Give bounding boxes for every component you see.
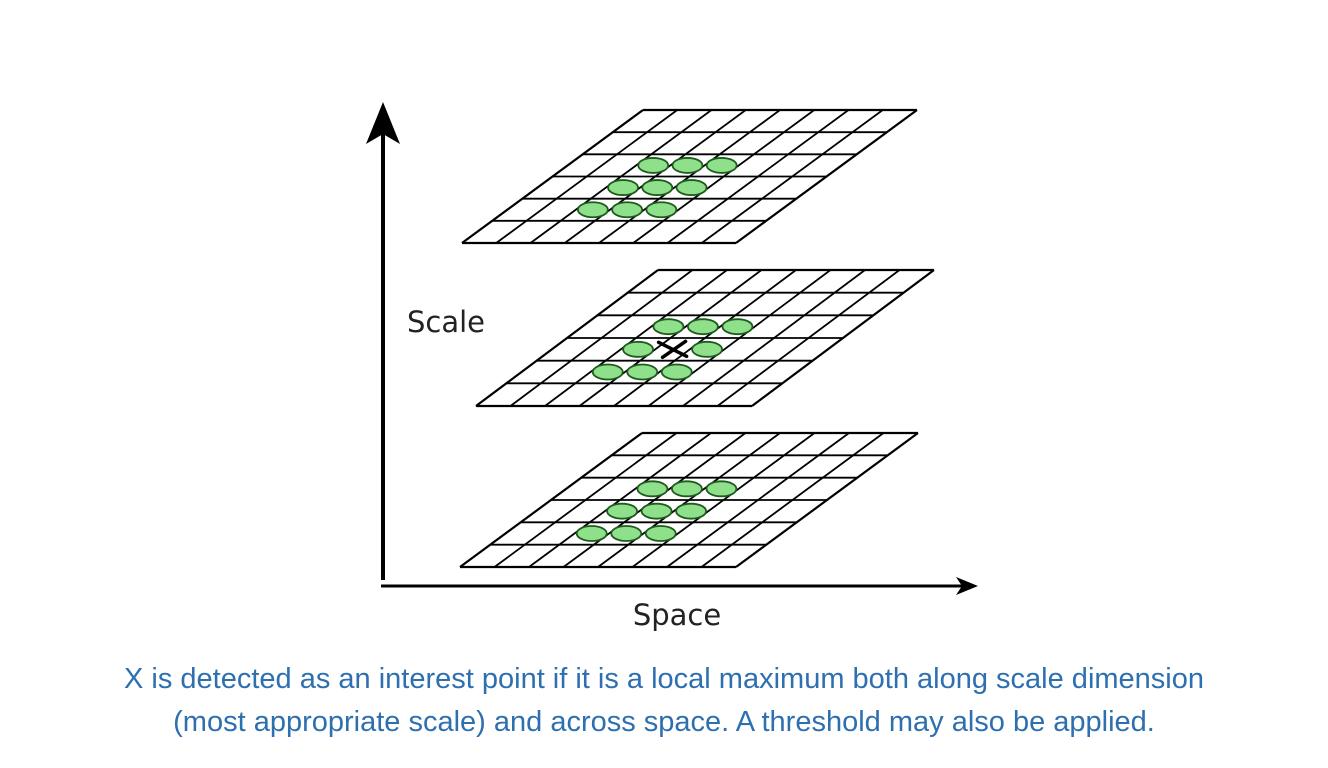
neighbor-point — [610, 525, 643, 542]
neighbor-point — [640, 502, 673, 520]
grid-column-line — [666, 432, 850, 568]
scale-axis-label: Scale — [407, 305, 485, 339]
neighbor-point — [687, 318, 719, 336]
layer-middle — [475, 268, 935, 408]
neighbor-point — [721, 318, 754, 336]
neighbor-point — [645, 201, 678, 219]
space-axis-label: Space — [633, 598, 721, 632]
neighbor-point — [607, 179, 639, 196]
grid-column-line — [475, 269, 659, 407]
grid-column-line — [493, 432, 678, 568]
grid-column-line — [562, 432, 747, 568]
scale-axis-arrowhead — [366, 102, 400, 144]
space-axis — [381, 577, 978, 595]
neighbor-point — [606, 502, 638, 520]
x-marker-stroke — [660, 339, 688, 360]
neighbor-point — [636, 480, 669, 498]
neighbor-point — [691, 340, 723, 358]
neighbor-point — [644, 525, 677, 542]
grid-column-line — [597, 432, 781, 568]
grid-column-line — [495, 109, 678, 244]
interest-point-x-marker — [656, 339, 689, 360]
layer-upper — [461, 108, 918, 245]
neighbor-point — [611, 201, 644, 219]
grid-column-line — [459, 432, 643, 568]
grid-column-line — [632, 109, 815, 244]
grid-column-line — [528, 432, 712, 568]
neighbor-point — [660, 363, 693, 381]
grid-column-line — [544, 269, 728, 407]
grid-column-line — [716, 269, 901, 407]
neighbor-point — [575, 525, 608, 542]
grid-column-line — [529, 109, 713, 244]
grid-column-line — [613, 269, 797, 407]
neighbor-point — [705, 480, 738, 498]
grid-column-line — [631, 432, 816, 568]
grid-column-line — [735, 109, 918, 244]
neighbor-point — [705, 157, 738, 174]
caption: X is detected as an interest point if it… — [0, 658, 1328, 744]
neighbor-point — [591, 363, 624, 381]
neighbor-point — [641, 179, 674, 196]
grid-column-line — [564, 109, 747, 244]
grid-column-line — [751, 269, 935, 407]
scale-space-diagram: Scale Space — [366, 102, 978, 632]
neighbor-point — [652, 318, 685, 336]
neighbor-point — [637, 157, 670, 174]
grid-column-line — [666, 109, 850, 244]
neighbor-point — [671, 157, 704, 174]
space-axis-arrowhead — [956, 577, 978, 595]
caption-line-2: (most appropriate scale) and across spac… — [173, 706, 1155, 738]
grid-column-line — [647, 269, 832, 407]
grid-column-line — [509, 269, 694, 407]
neighbor-point — [675, 502, 707, 520]
grid-column-line — [578, 269, 763, 407]
neighbor-point — [675, 179, 708, 196]
caption-line-1: X is detected as an interest point if it… — [124, 663, 1204, 695]
grid-column-line — [735, 432, 919, 568]
layer-lower — [459, 431, 919, 569]
grid-column-line — [461, 109, 644, 244]
grid-column-line — [701, 109, 884, 244]
grid-column-line — [598, 109, 781, 244]
neighbor-point — [671, 480, 703, 498]
scale-axis — [366, 102, 400, 580]
neighbor-point — [622, 340, 654, 358]
neighbor-point — [626, 363, 659, 381]
grid-column-line — [682, 269, 866, 407]
grid-column-line — [700, 432, 885, 568]
neighbor-point — [576, 201, 609, 219]
